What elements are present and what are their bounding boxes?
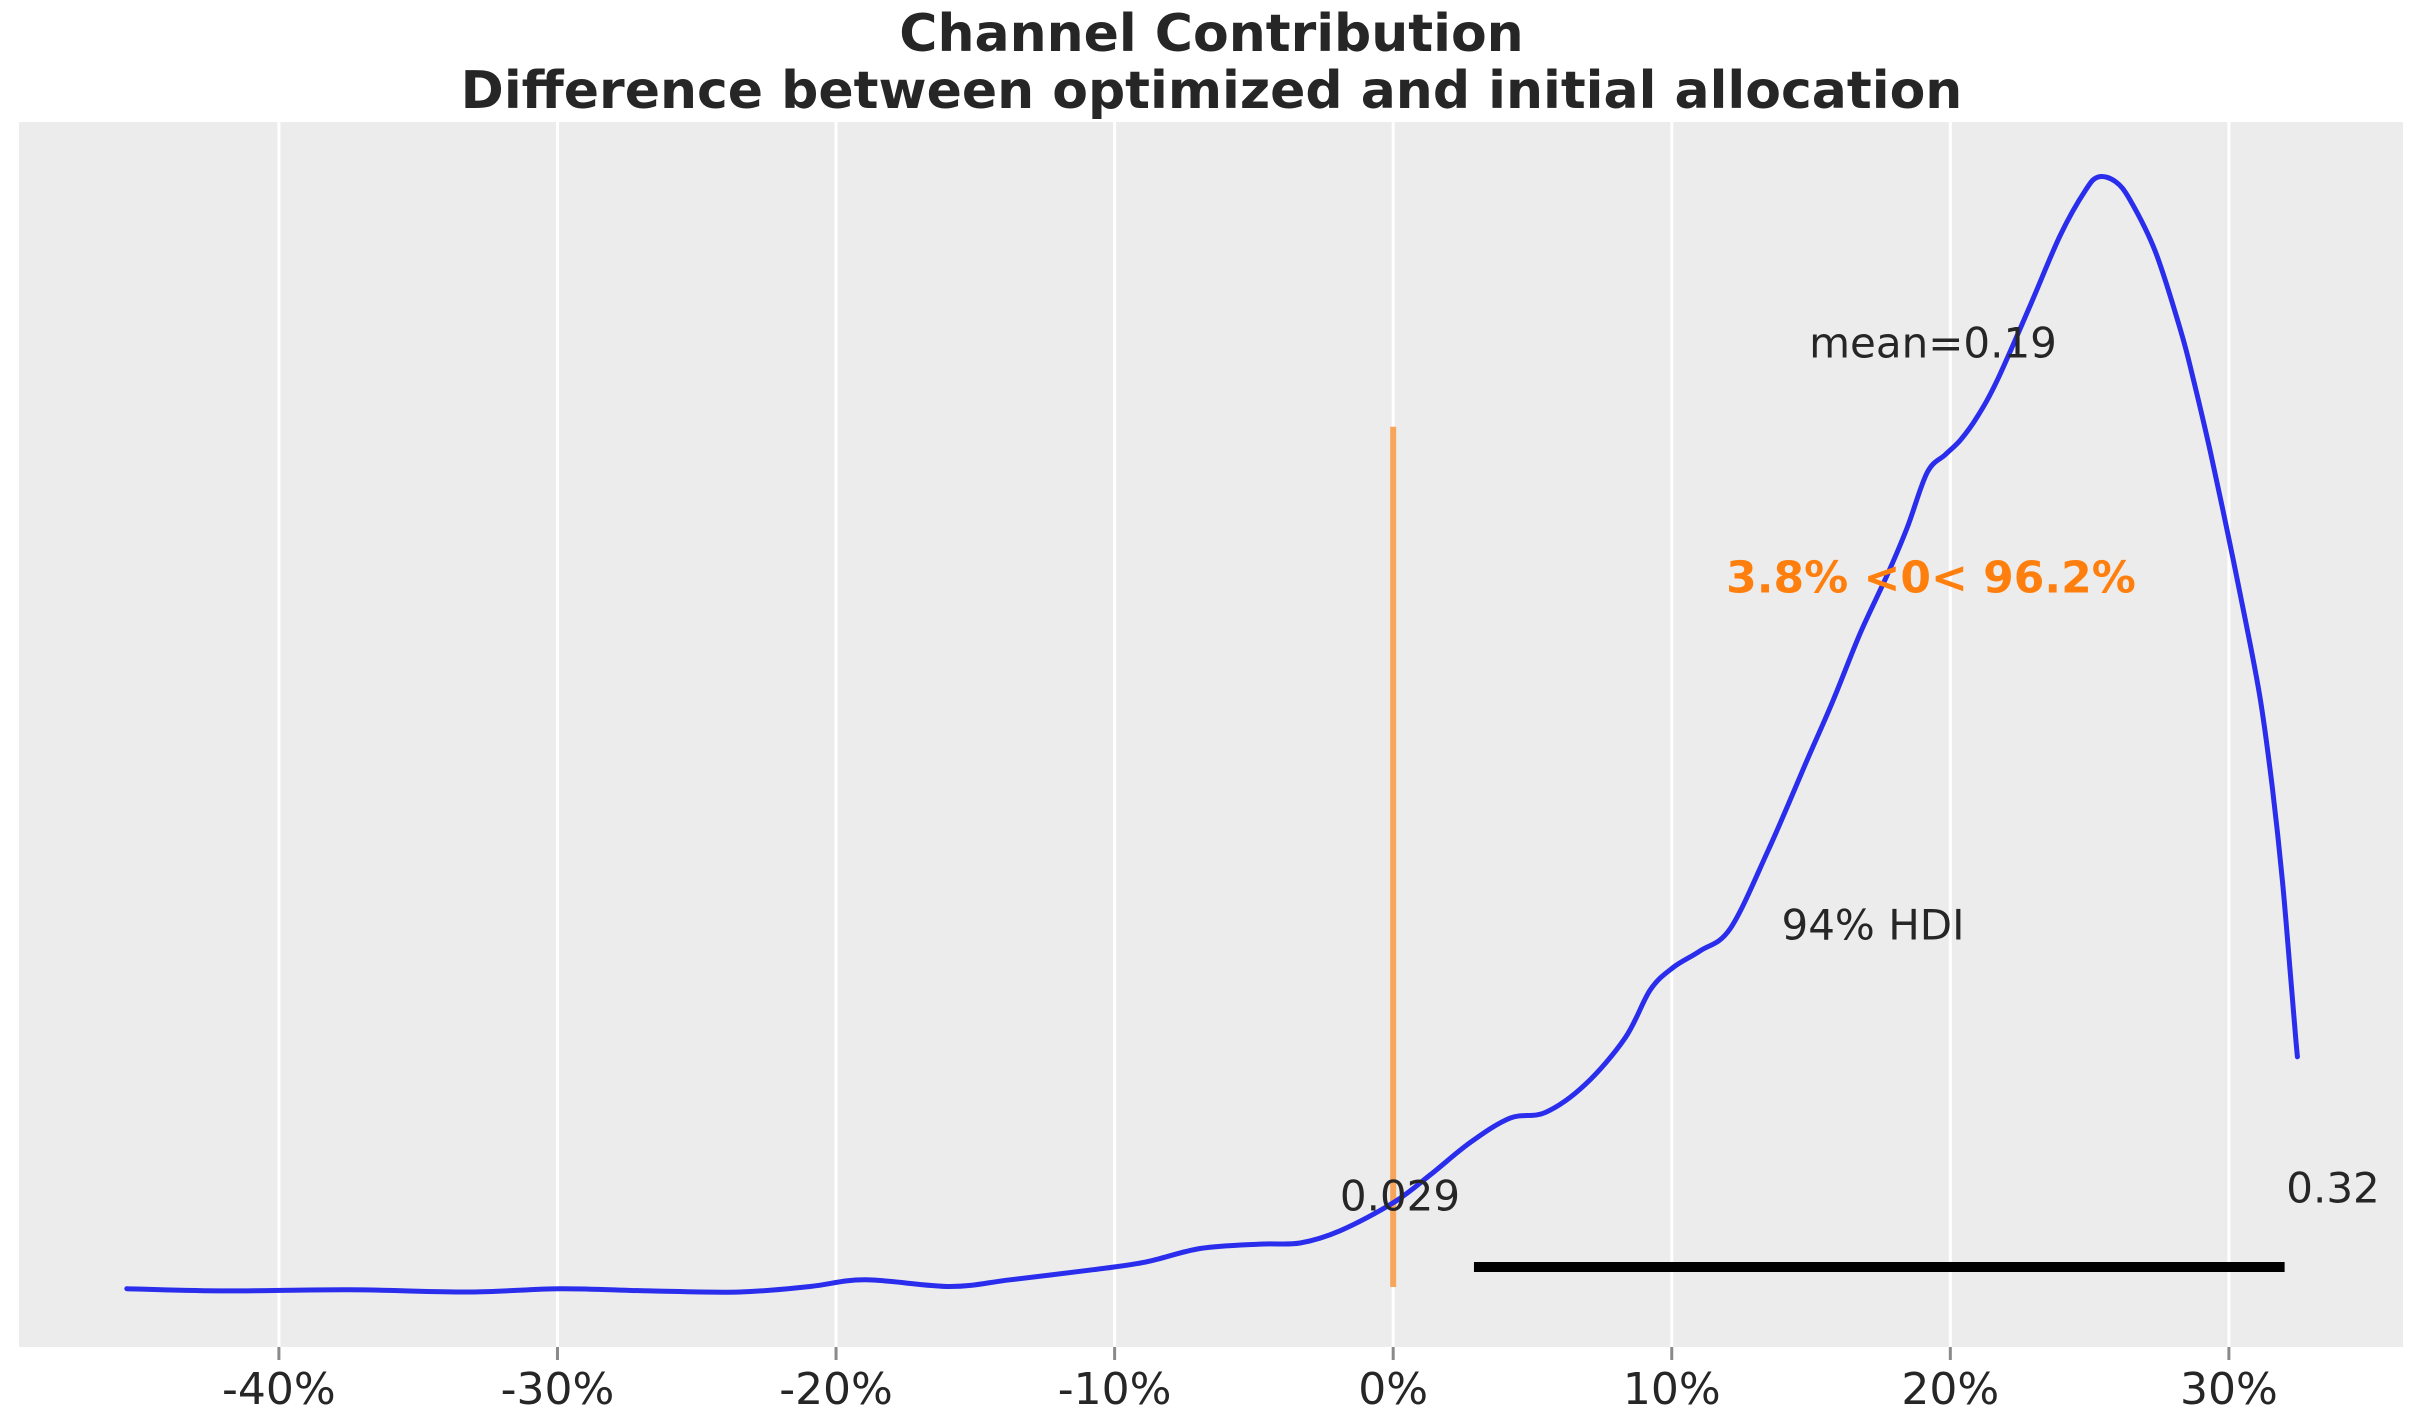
x-tick-label: -40% (222, 1364, 336, 1415)
x-tick-label: -30% (500, 1364, 615, 1415)
hdi-upper-value: 0.32 (2286, 1163, 2380, 1213)
x-tick-label: 20% (1901, 1364, 2000, 1415)
x-tick-label: -10% (1057, 1364, 1172, 1415)
mean-annotation: mean=0.19 (1809, 318, 2057, 368)
x-tick-label: 30% (2179, 1364, 2278, 1415)
chart-subtitle: Difference between optimized and initial… (460, 61, 1963, 121)
gridlines (277, 122, 2231, 1347)
x-tick-label: 10% (1622, 1364, 1721, 1415)
probability-annotation: 3.8% <0< 96.2% (1726, 552, 2136, 604)
kde-density-curve (124, 174, 2300, 1295)
plot-area (19, 122, 2403, 1347)
chart-title: Channel Contribution (899, 4, 1524, 64)
title-block: Channel Contribution Difference between … (0, 6, 2423, 120)
x-axis-tick-marks (277, 1347, 2231, 1360)
hdi-lower-value: 0.029 (1339, 1171, 1461, 1221)
hdi-label: 94% HDI (1781, 900, 1965, 950)
x-tick-label: 0% (1358, 1364, 1429, 1415)
x-tick-label: -20% (779, 1364, 893, 1415)
